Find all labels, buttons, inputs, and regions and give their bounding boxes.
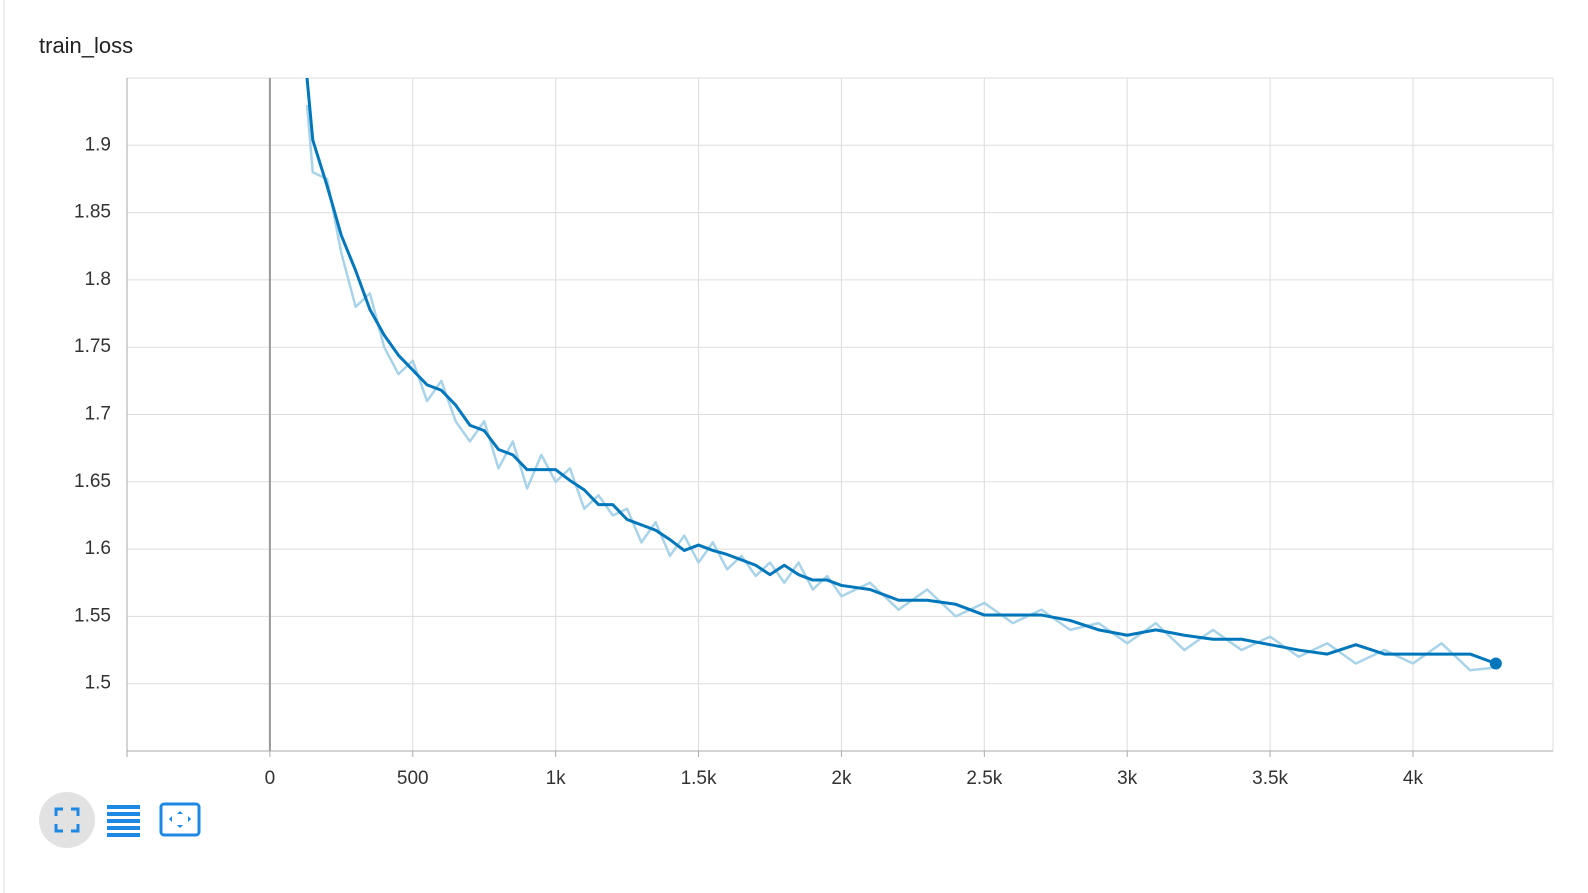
y-tick-label: 1.55 — [74, 605, 111, 626]
log-scale-button[interactable] — [107, 805, 140, 837]
series-line — [305, 78, 1497, 665]
x-tick-label: 3.5k — [1252, 768, 1288, 789]
y-tick-label: 1.5 — [85, 673, 111, 694]
toolbar — [39, 792, 201, 848]
y-tick-label: 1.85 — [74, 202, 111, 223]
x-tick-label: 500 — [397, 768, 429, 789]
series-line — [305, 104, 1496, 672]
fit-domain-button[interactable] — [159, 802, 201, 837]
fullscreen-icon — [54, 807, 80, 833]
y-tick-label: 1.65 — [74, 471, 111, 492]
x-tick-label: 3k — [1117, 768, 1138, 789]
x-tick-label: 4k — [1403, 768, 1424, 789]
x-tick-label: 1.5k — [681, 768, 717, 789]
chart-title: train_loss — [39, 33, 133, 58]
y-tick-label: 1.9 — [85, 134, 111, 155]
y-tick-label: 1.7 — [85, 404, 111, 425]
y-tick-label: 1.75 — [74, 336, 111, 357]
x-tick-label: 2k — [831, 768, 852, 789]
x-tick-label: 1k — [546, 768, 567, 789]
y-tick-label: 1.6 — [85, 538, 111, 559]
fullscreen-button[interactable] — [39, 792, 95, 848]
x-tick-label: 0 — [265, 768, 276, 789]
plot-area — [305, 78, 1497, 672]
axes: 1.5 1.55 1.6 1.65 1.7 1.75 1.8 1.85 1.9 0 500 1k 1.5… — [74, 77, 1554, 789]
y-tick-label: 1.8 — [85, 269, 111, 290]
x-tick-label: 2.5k — [966, 768, 1002, 789]
last-point — [1489, 657, 1502, 670]
